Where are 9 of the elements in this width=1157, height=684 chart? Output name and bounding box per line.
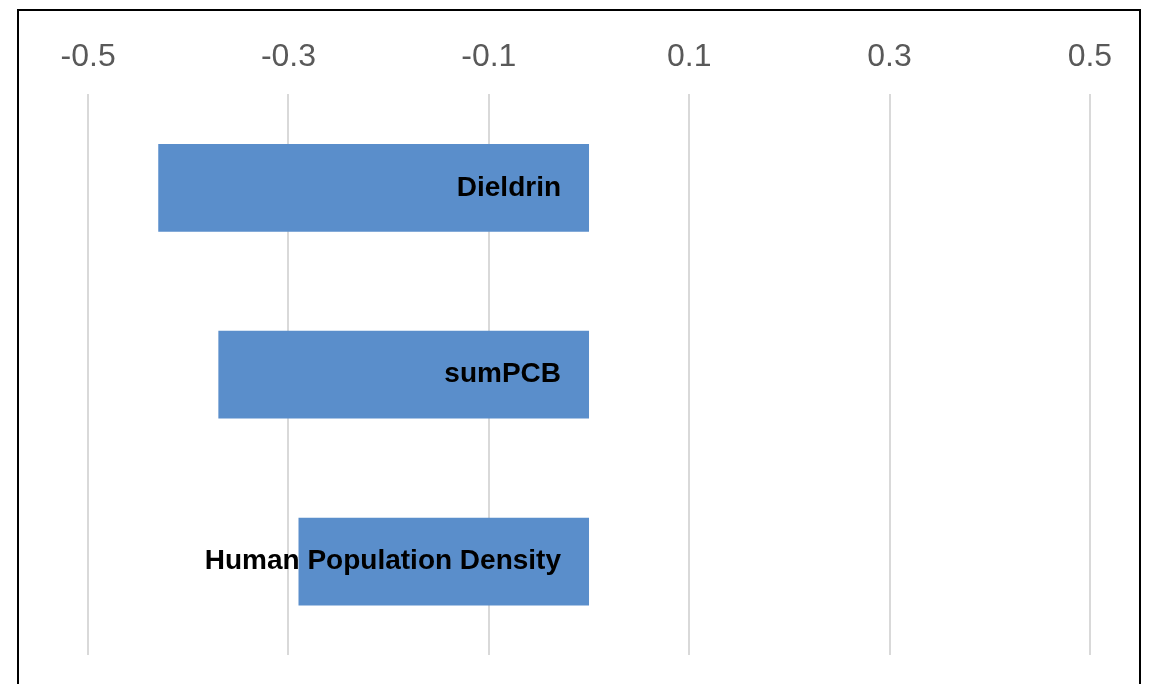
x-tick-label: 0.3 xyxy=(867,37,912,74)
x-tick-label: -0.3 xyxy=(260,37,317,74)
x-tick-label: 0.5 xyxy=(1067,37,1113,74)
y-tick-label: sumPCB xyxy=(444,357,562,389)
y-tick-label: Dieldrin xyxy=(456,170,562,202)
x-tick-label: -0.5 xyxy=(60,37,116,74)
x-tick-label: -0.1 xyxy=(461,37,517,74)
y-tick-label: Human Population Density xyxy=(204,544,562,576)
x-tick-label: 0.1 xyxy=(666,37,712,74)
